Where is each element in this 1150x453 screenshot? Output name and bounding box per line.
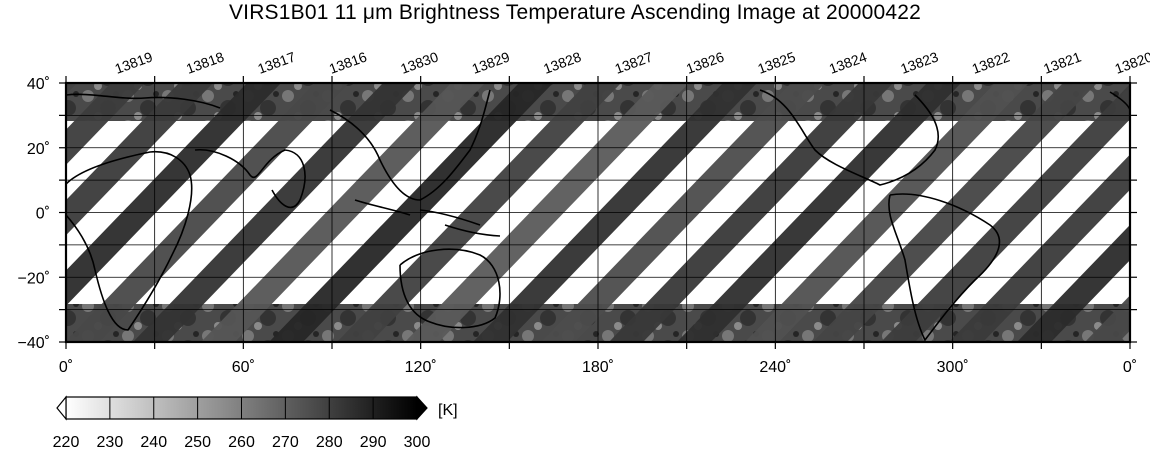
orbit-label: 13830 (398, 48, 440, 76)
orbit-label: 13826 (684, 48, 726, 76)
colorbar-ticks (65, 397, 418, 419)
lon-label: 300˚ (937, 359, 969, 376)
orbit-label: 13827 (613, 48, 655, 76)
colorbar-tick-label: 260 (228, 434, 255, 451)
orbit-label: 13824 (827, 48, 869, 76)
coastline-australia (399, 248, 501, 329)
colorbar-unit: [K] (438, 402, 458, 419)
orbit-label: 13821 (1041, 48, 1083, 76)
colorbar-tick-label: 220 (53, 434, 80, 451)
orbit-label: 13829 (470, 48, 512, 76)
orbit-label: 13818 (184, 48, 226, 76)
lat-label: −20˚ (18, 270, 50, 287)
orbit-label: 13816 (327, 48, 369, 76)
orbit-swath (0, 83, 9, 342)
lat-label: 0˚ (36, 206, 50, 223)
lat-label: 20˚ (27, 141, 50, 158)
lon-label: 180˚ (582, 359, 614, 376)
orbit-swath (66, 83, 281, 306)
colorbar-tick-label: 290 (360, 434, 387, 451)
colorbar-tick-label: 270 (272, 434, 299, 451)
lon-label: 240˚ (759, 359, 791, 376)
colorbar-tick-label: 300 (404, 434, 431, 451)
colorbar-tick-label: 250 (184, 434, 211, 451)
axis-ticks (59, 76, 1137, 349)
orbit-label: 13819 (113, 48, 155, 76)
map-title: VIRS1B01 11 μm Brightness Temperature As… (228, 1, 922, 24)
orbit-label: 13822 (970, 48, 1012, 76)
coastline-arabia-india (194, 149, 306, 209)
colorbar-tick-labels: 220 230 240 250 260 270 280 290 300 (53, 434, 431, 451)
colorbar: 220 230 240 250 260 270 280 290 300 [K] (53, 395, 458, 451)
longitude-labels: 0˚ 60˚ 120˚ 180˚ 240˚ 300˚ 0˚ (59, 359, 1137, 376)
lat-label: −40˚ (18, 335, 50, 352)
lon-label: 60˚ (232, 359, 255, 376)
orbit-label: 13820 (1113, 48, 1150, 76)
orbit-number-labels: 13819 13818 13817 13816 13830 13829 13828 13827… (113, 48, 1150, 76)
orbit-label: 13817 (255, 48, 297, 76)
coastline-south-america (888, 193, 1001, 342)
orbit-swath (66, 83, 145, 165)
orbit-label: 13828 (541, 48, 583, 76)
lon-label: 120˚ (405, 359, 437, 376)
coastline-north-america (759, 89, 940, 186)
colorbar-low-arrow (56, 395, 67, 421)
coastline-maritime (354, 199, 501, 237)
latitude-labels: 40˚ 20˚ 0˚ −20˚ −40˚ (18, 76, 50, 352)
coastline-layer (66, 89, 1130, 342)
coastline-se-asia (329, 89, 491, 201)
lat-label: 40˚ (27, 76, 50, 93)
colorbar-tick-label: 240 (140, 434, 167, 451)
orbit-swath (949, 154, 1130, 342)
orbit-label: 13825 (755, 48, 797, 76)
orbit-label: 13823 (898, 48, 940, 76)
colorbar-high-arrow (416, 395, 428, 421)
colorbar-tick-label: 230 (97, 434, 124, 451)
colorbar-tick-label: 280 (316, 434, 343, 451)
orbit-swath (1017, 224, 1130, 342)
graticule (66, 83, 1130, 342)
lon-label: 0˚ (59, 359, 73, 376)
orbit-swath (1085, 295, 1130, 342)
orbit-swath (66, 83, 77, 95)
lon-label: 0˚ (1123, 359, 1137, 376)
coastline-africa (66, 150, 193, 331)
orbit-swath (66, 83, 213, 236)
